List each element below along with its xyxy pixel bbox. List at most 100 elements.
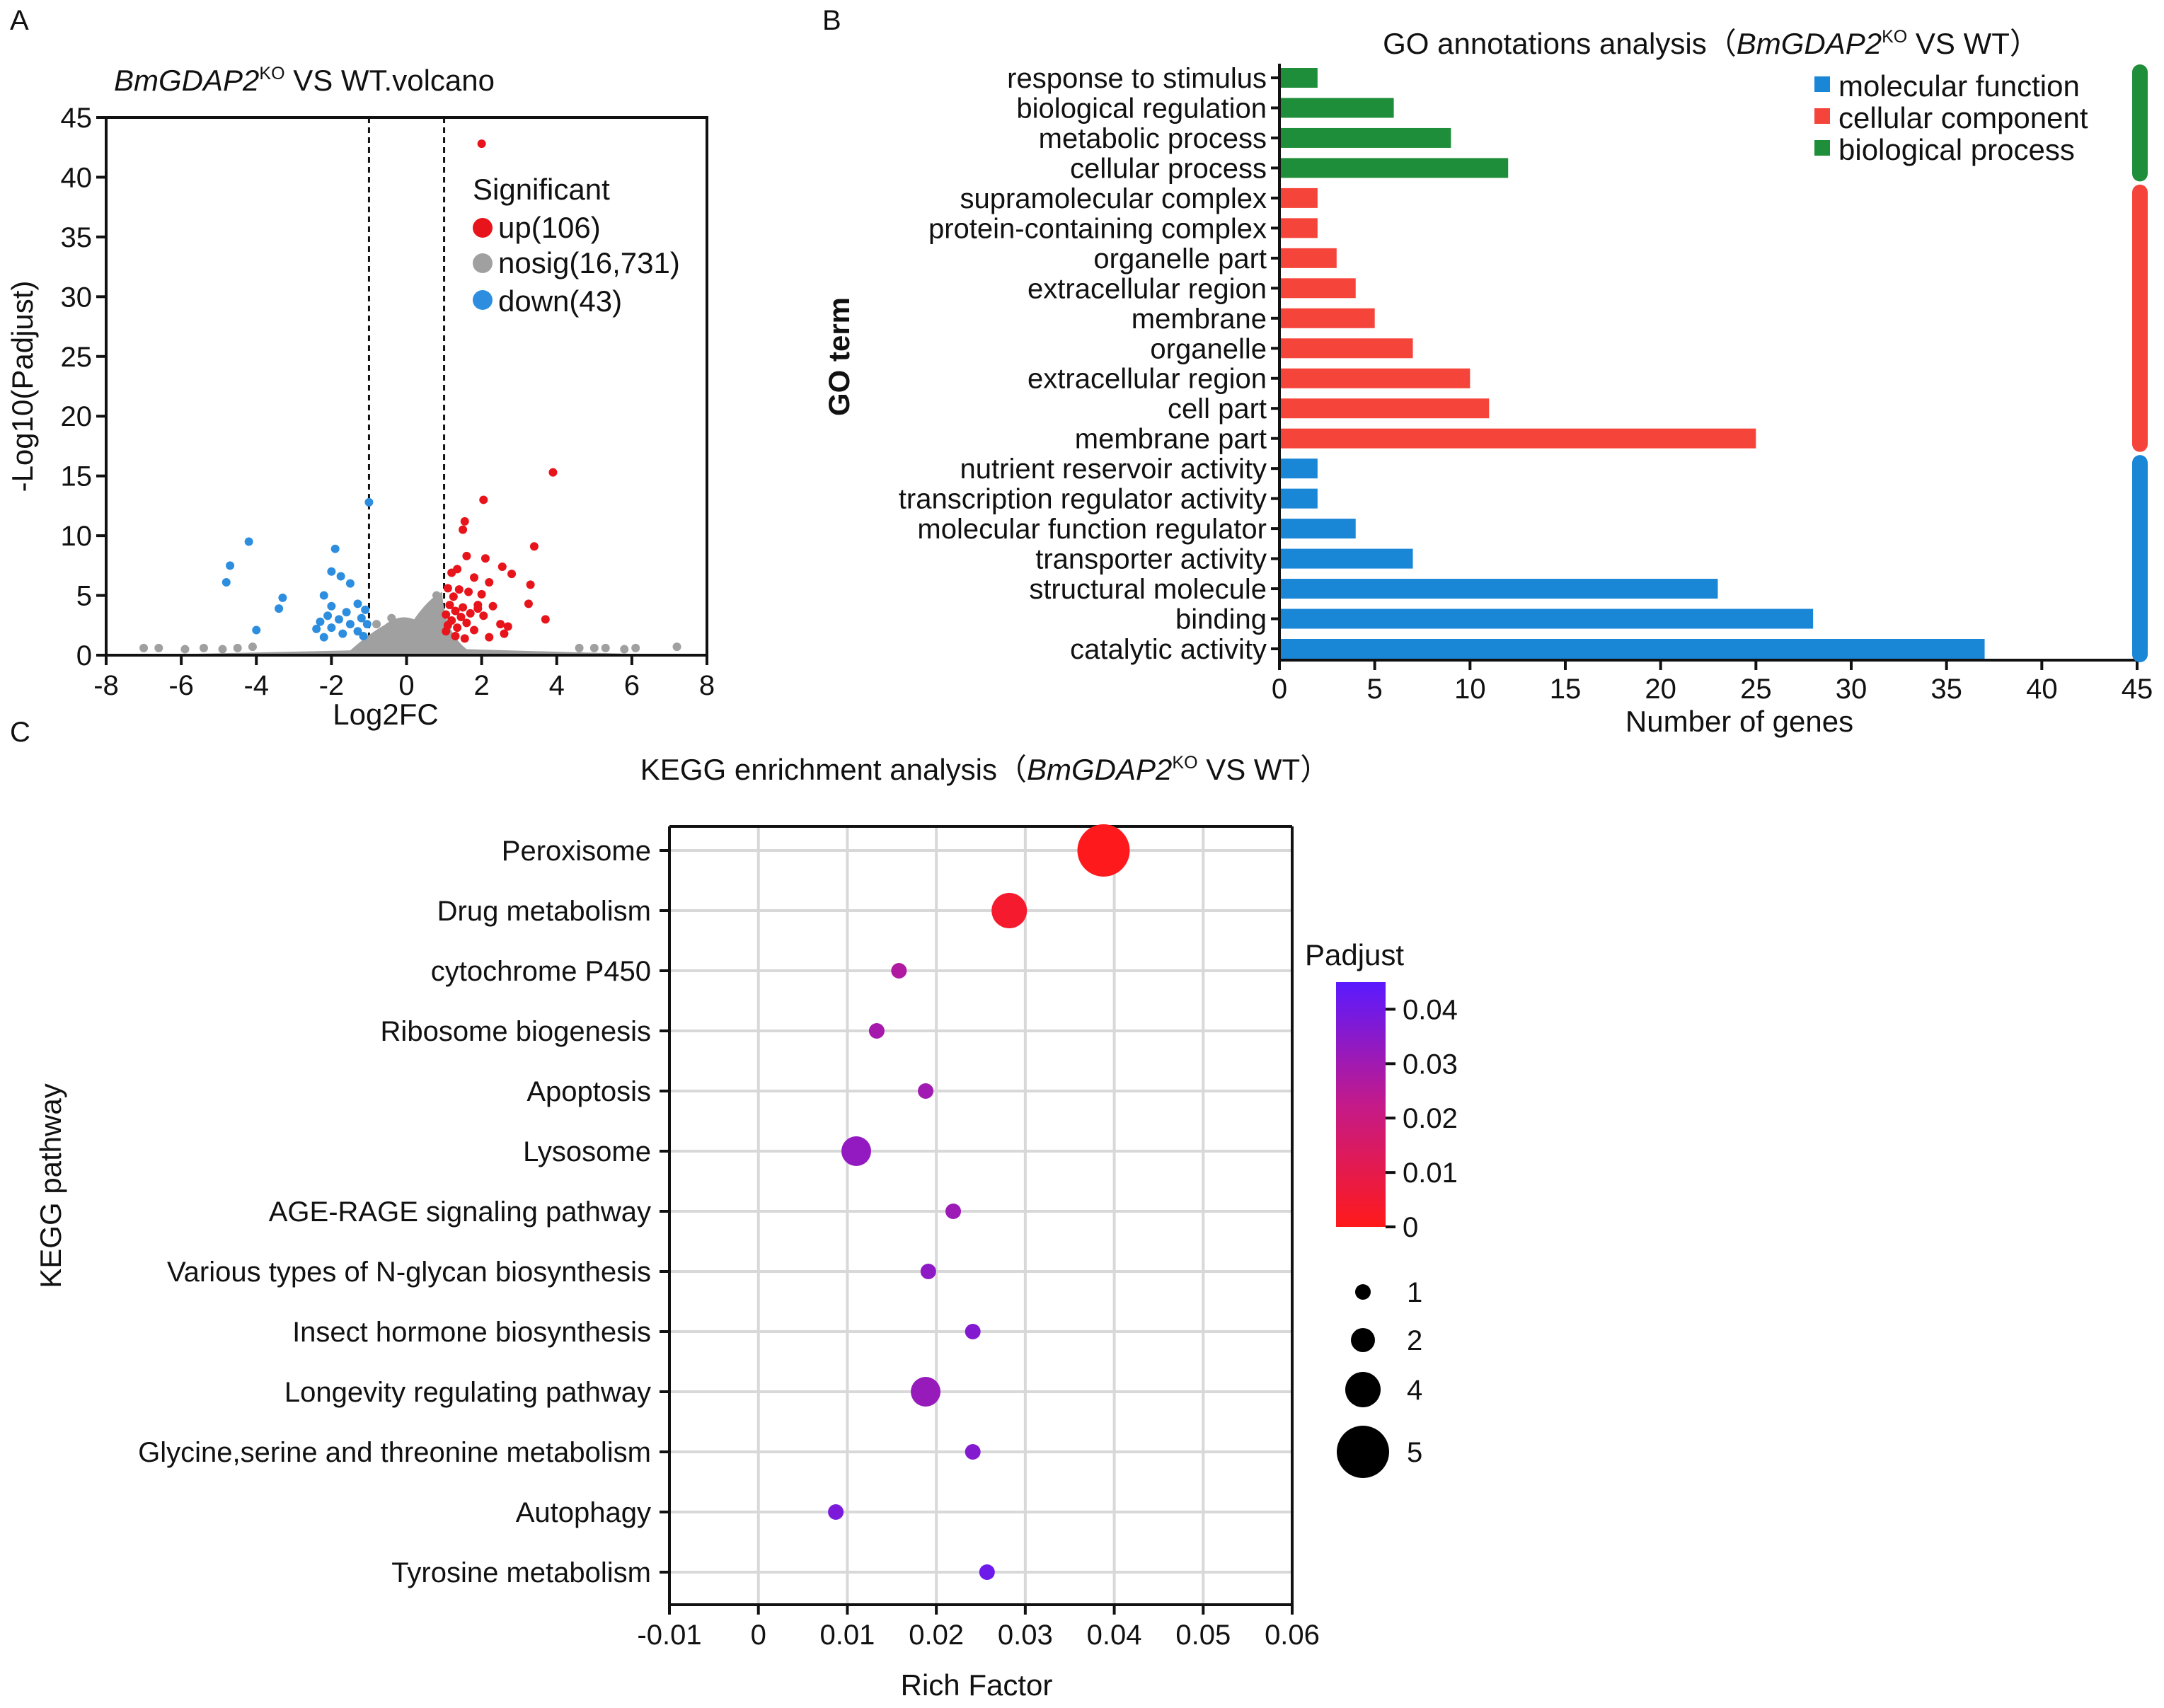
down-point xyxy=(278,593,287,602)
legend-down-dot xyxy=(473,290,493,310)
kegg-bubble xyxy=(868,1023,885,1039)
color-legend-tick-label: 0.02 xyxy=(1403,1103,1458,1134)
down-point xyxy=(361,605,370,614)
nosig-point-cloud xyxy=(132,592,681,655)
go-x-tick-label: 5 xyxy=(1367,674,1383,705)
go-category-label: protein-containing complex xyxy=(928,213,1267,244)
down-point xyxy=(312,624,321,633)
down-point xyxy=(244,537,253,546)
go-category-label: transcription regulator activity xyxy=(899,484,1267,515)
legend-up-label: up(106) xyxy=(498,211,601,244)
y-tick-label: 15 xyxy=(61,461,93,492)
up-point xyxy=(479,495,488,504)
volcano-frame xyxy=(105,116,708,657)
go-category-label: cellular process xyxy=(1070,153,1267,184)
go-bar xyxy=(1279,308,1375,328)
volcano-threshold-lines xyxy=(367,117,446,655)
down-point xyxy=(359,631,368,640)
go-axes: 0 5 10 15 20 25 30 35 40 45 xyxy=(1271,64,2153,705)
go-category-label: biological regulation xyxy=(1016,93,1267,124)
go-category-label: structural molecule xyxy=(1029,574,1267,605)
nosig-point xyxy=(601,643,610,652)
up-point xyxy=(470,625,479,635)
nosig-point xyxy=(672,642,681,652)
nosig-point xyxy=(413,631,422,640)
kegg-pathway-labels: Peroxisome Drug metabolism cytochrome P450… xyxy=(138,836,651,1588)
go-x-tick-label: 25 xyxy=(1740,674,1772,705)
kegg-bubble xyxy=(918,1083,934,1099)
volcano-legend-title: Significant xyxy=(473,173,610,206)
down-point xyxy=(353,599,362,608)
go-x-tick-label: 10 xyxy=(1454,674,1486,705)
go-category-label: organelle xyxy=(1150,333,1267,364)
go-bar xyxy=(1279,428,1756,449)
nosig-point xyxy=(421,608,430,617)
kegg-pathway-label: Drug metabolism xyxy=(437,896,651,927)
volcano-plot: BmGDAP2KO VS WT.volcano -8 -6 -4 -2 0 2 4 6 8 0 5 1… xyxy=(6,64,715,731)
size-legend-label: 4 xyxy=(1407,1375,1422,1406)
y-tick-label: 0 xyxy=(76,640,92,671)
nosig-point xyxy=(398,624,408,633)
up-point xyxy=(485,633,494,642)
go-x-tick-label: 15 xyxy=(1550,674,1582,705)
kegg-title-sup: KO xyxy=(1172,753,1197,773)
size-legend-dot xyxy=(1337,1426,1389,1478)
up-point xyxy=(454,585,464,594)
nosig-point xyxy=(233,643,242,652)
go-bars xyxy=(1279,68,1985,659)
up-point xyxy=(529,542,539,551)
x-tick-label: -6 xyxy=(168,670,194,701)
kegg-bubble xyxy=(991,893,1028,928)
go-x-label: Number of genes xyxy=(1625,705,1853,738)
color-legend-ticks: 0.04 0.03 0.02 0.01 0 xyxy=(1386,994,1458,1243)
x-tick-label: 8 xyxy=(699,670,715,701)
go-category-label: extracellular region xyxy=(1028,273,1267,304)
volcano-legend: Significant up(106) nosig(16,731) down(4… xyxy=(473,173,680,318)
y-tick-label: 35 xyxy=(61,222,93,253)
size-legend-dot xyxy=(1345,1372,1381,1407)
kegg-title-gene: BmGDAP2 xyxy=(1027,753,1172,786)
color-legend-tick-label: 0.03 xyxy=(1403,1049,1458,1080)
y-tick-label: 40 xyxy=(61,162,93,193)
down-point xyxy=(357,613,366,623)
kegg-grid xyxy=(668,826,1294,1605)
up-point xyxy=(442,610,451,619)
kegg-size-legend: 1 2 4 5 xyxy=(1337,1277,1422,1478)
go-x-tick-label: 40 xyxy=(2026,674,2058,705)
go-x-tick-label: 0 xyxy=(1272,674,1287,705)
size-legend-label: 1 xyxy=(1407,1277,1422,1308)
up-point xyxy=(497,562,507,572)
kegg-color-legend: Padjust 0.04 0.03 0.02 0.01 0 xyxy=(1305,938,1458,1243)
down-point xyxy=(226,561,235,570)
down-point xyxy=(252,625,261,635)
nosig-point xyxy=(387,613,396,623)
x-tick-label: 4 xyxy=(549,670,565,701)
down-point xyxy=(338,629,347,638)
go-bar xyxy=(1279,398,1490,419)
up-point xyxy=(460,634,469,643)
kegg-pathway-label: Lysosome xyxy=(523,1136,651,1167)
down-point xyxy=(362,620,372,629)
go-bar xyxy=(1279,579,1718,599)
go-bar-chart: GO annotations analysis（BmGDAP2KO VS WT）… xyxy=(822,27,2153,738)
legend-nosig-dot xyxy=(473,253,493,273)
go-x-tick-label: 20 xyxy=(1645,674,1676,705)
go-category-label: membrane part xyxy=(1075,424,1267,455)
up-point xyxy=(485,577,494,587)
kegg-bubble xyxy=(945,1204,962,1219)
go-bar xyxy=(1279,248,1337,268)
down-point xyxy=(327,623,336,633)
volcano-x-label: Log2FC xyxy=(333,698,438,731)
kegg-x-tick-label: 0.02 xyxy=(909,1620,964,1651)
go-bar xyxy=(1279,158,1509,178)
nosig-point xyxy=(620,645,629,654)
down-point xyxy=(275,604,284,613)
down-point xyxy=(353,627,362,636)
down-point xyxy=(345,620,355,629)
down-point xyxy=(316,617,325,626)
up-point xyxy=(477,139,486,149)
nosig-point xyxy=(372,620,381,629)
nosig-point xyxy=(218,645,227,654)
